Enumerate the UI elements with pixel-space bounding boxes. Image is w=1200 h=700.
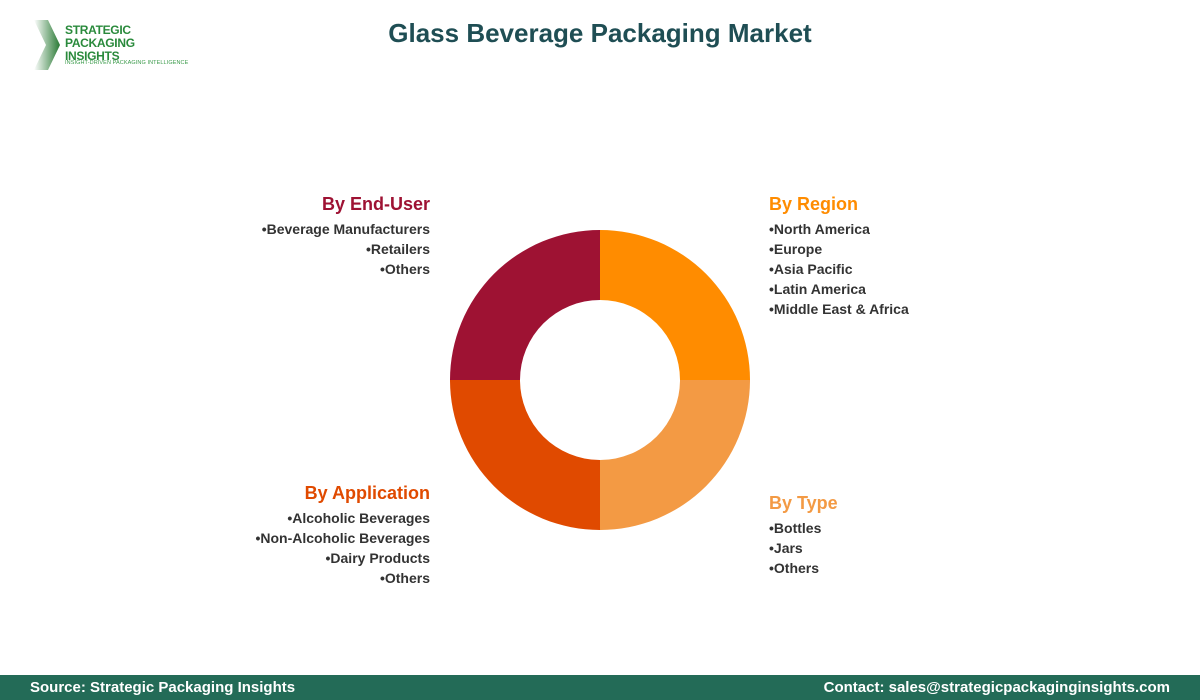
segment-item: Asia Pacific — [769, 259, 909, 279]
segment-item: Alcoholic Beverages — [255, 508, 430, 528]
segment-type: By Type Bottles Jars Others — [769, 492, 838, 578]
segment-item: Others — [769, 558, 838, 578]
slice-end-user — [450, 230, 600, 380]
segment-item: Others — [262, 259, 430, 279]
segment-item: Jars — [769, 538, 838, 558]
logo-line2: PACKAGING INSIGHTS — [65, 36, 135, 63]
segment-region: By Region North America Europe Asia Paci… — [769, 193, 909, 319]
segment-item: Bottles — [769, 518, 838, 538]
segment-heading: By Application — [304, 483, 430, 503]
segment-end-user: By End-User Beverage Manufacturers Retai… — [262, 193, 430, 279]
footer: Source: Strategic Packaging Insights Con… — [0, 675, 1200, 700]
slice-region — [600, 230, 750, 380]
segment-item: Others — [255, 568, 430, 588]
segment-item: Retailers — [262, 239, 430, 259]
segment-item: Latin America — [769, 279, 909, 299]
segment-item: North America — [769, 219, 909, 239]
segment-item: Europe — [769, 239, 909, 259]
segment-heading: By End-User — [321, 194, 430, 214]
logo-line1: STRATEGIC — [65, 23, 131, 37]
segment-heading: By Type — [769, 493, 838, 513]
segment-item: Dairy Products — [255, 548, 430, 568]
segment-item: Beverage Manufacturers — [262, 219, 430, 239]
segment-heading: By Region — [769, 194, 859, 214]
contact-email[interactable]: Contact: sales@strategicpackaginginsight… — [823, 679, 1170, 696]
slice-type — [600, 380, 750, 530]
segment-item: Middle East & Africa — [769, 299, 909, 319]
chevron-right-icon — [34, 20, 60, 70]
logo-tagline: INSIGHT-DRIVEN PACKAGING INTELLIGENCE — [65, 60, 189, 66]
logo: STRATEGIC PACKAGING INSIGHTS INSIGHT-DRI… — [30, 18, 190, 72]
donut-chart — [450, 230, 750, 530]
slice-application — [450, 380, 600, 530]
source-text: Source: Strategic Packaging Insights — [30, 679, 296, 696]
segment-item: Non-Alcoholic Beverages — [255, 528, 430, 548]
segment-application: By Application Alcoholic Beverages Non-A… — [255, 482, 430, 588]
page-title: Glass Beverage Packaging Market — [388, 18, 812, 48]
